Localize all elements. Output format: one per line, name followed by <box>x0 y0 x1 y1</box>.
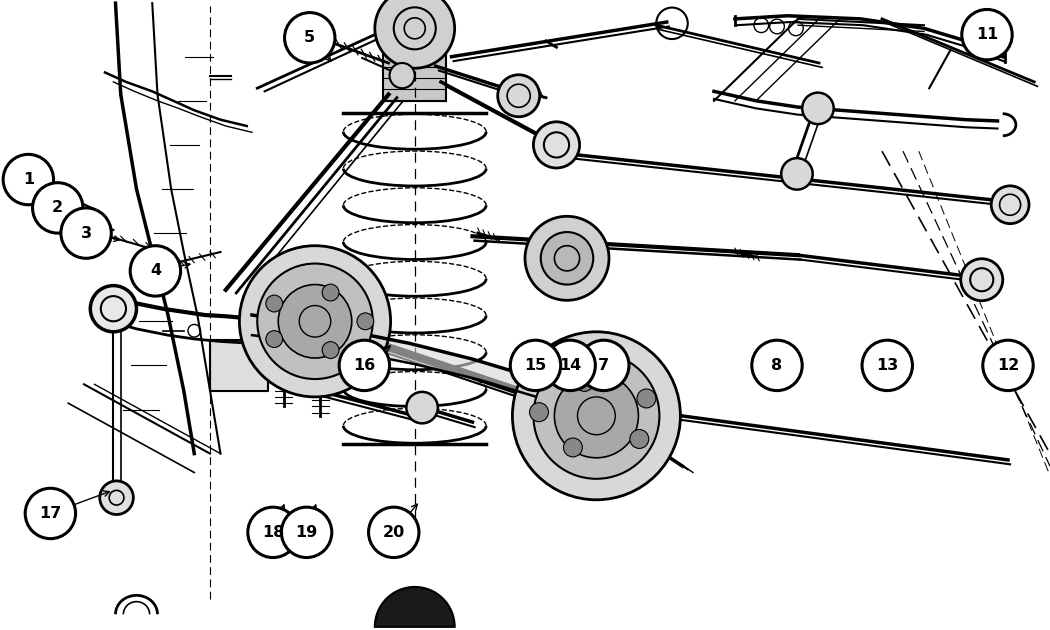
Text: 5: 5 <box>304 30 315 45</box>
Text: 19: 19 <box>295 525 318 540</box>
Text: 15: 15 <box>524 358 547 373</box>
Circle shape <box>533 353 659 479</box>
Circle shape <box>575 372 594 391</box>
Circle shape <box>510 340 561 391</box>
Text: 17: 17 <box>39 506 62 521</box>
Circle shape <box>322 341 339 358</box>
Text: 2: 2 <box>52 200 63 215</box>
Text: 4: 4 <box>150 263 161 278</box>
Text: 12: 12 <box>996 358 1020 373</box>
Circle shape <box>38 180 55 196</box>
Bar <box>383 44 446 101</box>
Circle shape <box>63 203 80 220</box>
Circle shape <box>3 154 54 205</box>
Circle shape <box>752 340 802 391</box>
Circle shape <box>33 183 83 233</box>
Circle shape <box>257 263 373 379</box>
Circle shape <box>339 340 390 391</box>
Circle shape <box>375 0 455 68</box>
Circle shape <box>991 186 1029 224</box>
Circle shape <box>498 75 540 117</box>
Circle shape <box>390 63 415 88</box>
Circle shape <box>962 9 1012 60</box>
Circle shape <box>545 340 595 391</box>
Polygon shape <box>210 340 268 391</box>
Circle shape <box>637 389 656 408</box>
Circle shape <box>285 13 335 63</box>
Circle shape <box>25 488 76 539</box>
Circle shape <box>564 438 583 457</box>
Circle shape <box>961 259 1003 301</box>
Circle shape <box>862 340 912 391</box>
Circle shape <box>512 332 680 500</box>
Text: 11: 11 <box>975 27 999 42</box>
Text: 20: 20 <box>382 525 405 540</box>
Circle shape <box>781 158 813 190</box>
Circle shape <box>248 507 298 558</box>
Circle shape <box>579 340 629 391</box>
Wedge shape <box>375 587 455 627</box>
Circle shape <box>541 232 593 285</box>
Circle shape <box>281 507 332 558</box>
Circle shape <box>322 284 339 301</box>
Circle shape <box>266 295 282 312</box>
Text: 13: 13 <box>876 358 899 373</box>
Circle shape <box>278 285 352 358</box>
Text: 14: 14 <box>559 358 582 373</box>
Circle shape <box>266 331 282 348</box>
Polygon shape <box>252 315 588 417</box>
Circle shape <box>529 403 548 421</box>
Text: 3: 3 <box>81 226 91 241</box>
Circle shape <box>369 507 419 558</box>
Text: 18: 18 <box>261 525 285 540</box>
Circle shape <box>983 340 1033 391</box>
Text: 16: 16 <box>353 358 376 373</box>
Text: 8: 8 <box>772 358 782 373</box>
Circle shape <box>554 374 638 458</box>
Text: 7: 7 <box>598 358 609 373</box>
Circle shape <box>130 246 181 296</box>
Circle shape <box>61 208 111 258</box>
Circle shape <box>533 122 580 168</box>
Circle shape <box>406 392 438 423</box>
Circle shape <box>90 285 136 332</box>
Circle shape <box>100 481 133 515</box>
Text: 1: 1 <box>23 172 34 187</box>
Circle shape <box>239 246 391 397</box>
Circle shape <box>525 216 609 301</box>
Circle shape <box>357 313 374 329</box>
Circle shape <box>630 430 649 449</box>
Circle shape <box>802 93 834 124</box>
